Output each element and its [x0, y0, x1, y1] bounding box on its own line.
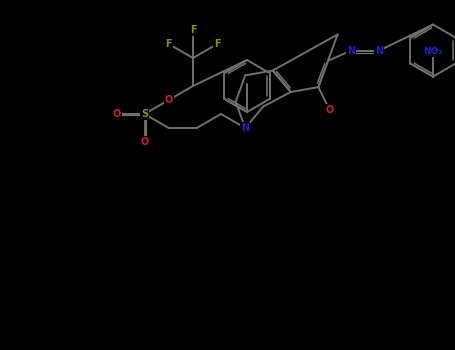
Text: O: O [325, 105, 334, 115]
Text: N: N [241, 123, 249, 133]
Text: O: O [141, 137, 149, 147]
Text: NO₂: NO₂ [423, 47, 443, 56]
Text: N: N [375, 46, 383, 56]
Text: F: F [166, 39, 172, 49]
Text: N: N [347, 46, 355, 56]
Text: S: S [141, 109, 148, 119]
Text: O: O [165, 95, 173, 105]
Text: F: F [190, 25, 196, 35]
Text: O: O [112, 109, 121, 119]
Text: F: F [214, 39, 221, 49]
